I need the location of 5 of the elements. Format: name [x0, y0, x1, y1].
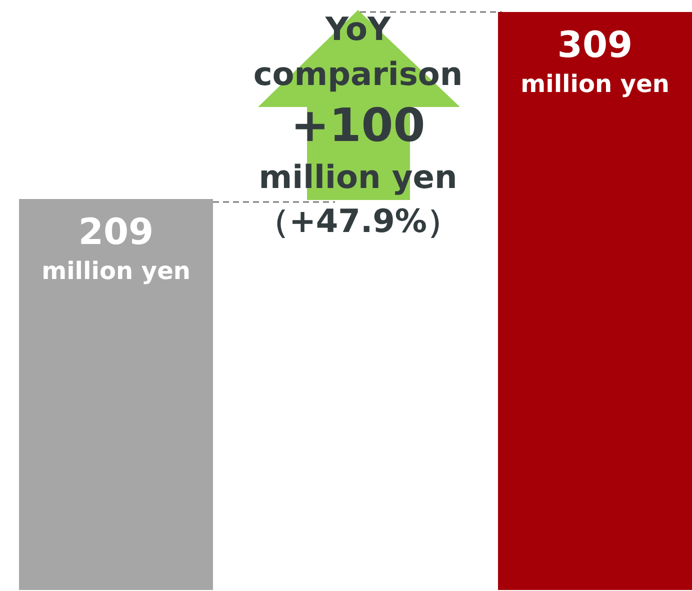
annotation: million yen [42, 257, 190, 286]
annotation: million yen [520, 70, 670, 98]
data-label: 209 [78, 212, 154, 254]
data-label: 309 [557, 25, 633, 66]
annotation: （+47.9%） [257, 202, 459, 240]
